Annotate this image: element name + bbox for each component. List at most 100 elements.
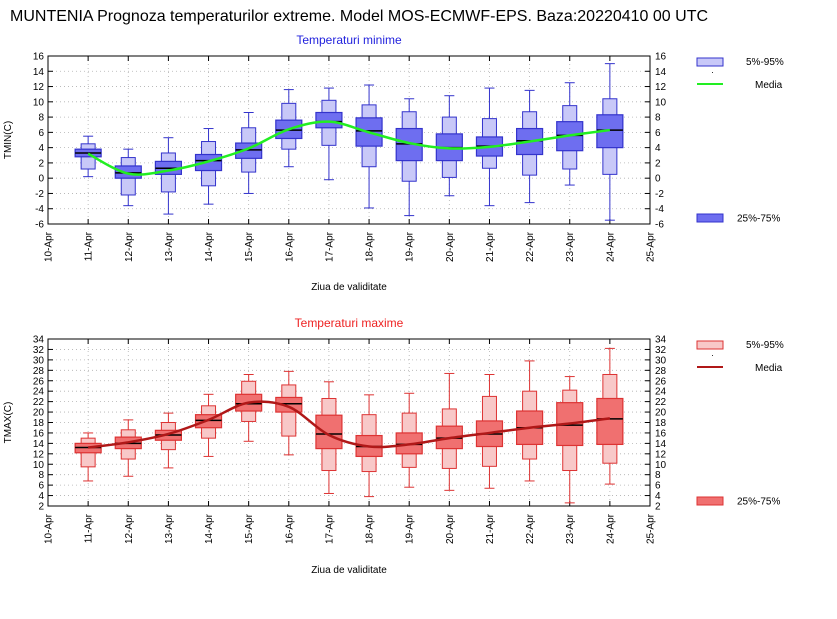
tmin-legend-inner-swatch — [696, 213, 724, 223]
tmax-ytick-label-left: 22 — [33, 397, 45, 408]
tmax-xtick-label: 24-Apr — [605, 513, 616, 544]
tmax-xlabel: Ziua de validitate — [311, 565, 387, 576]
tmin-frame — [47, 55, 651, 225]
tmin-ytick-label-right: 10 — [655, 97, 667, 108]
tmin-ytick-label-right: 16 — [655, 52, 667, 63]
tmax-xtick-label: 11-Apr — [84, 513, 95, 543]
tmin-title: Temperaturi minime — [296, 33, 402, 47]
tmax-box-25-75 — [596, 397, 624, 446]
tmax-xtick-label: 22-Apr — [525, 513, 536, 544]
tmax-ytick-label-right: 32 — [655, 345, 667, 356]
tmax-ytick-label-left: 32 — [33, 345, 45, 356]
tmax-ytick-label-left: 24 — [33, 387, 45, 398]
tmin-ylabel: TMIN(C) — [3, 121, 14, 159]
tmin-ytick-label-right: 0 — [655, 174, 661, 185]
tmin-xtick-label: 25-Apr — [646, 231, 657, 262]
tmin-legend-mean-label: Media — [755, 80, 783, 91]
tmax-ytick-label-left: 8 — [38, 470, 44, 481]
tmax-xtick-label: 12-Apr — [124, 513, 135, 544]
tmax-ytick-label-left: 10 — [33, 460, 45, 471]
tmax-xtick-label: 21-Apr — [485, 513, 496, 544]
tmax-xtick-label: 13-Apr — [164, 513, 175, 544]
tmax-ytick-label-right: 24 — [655, 387, 667, 398]
tmax-ytick-label-left: 30 — [33, 355, 45, 366]
tmin-box-25-75 — [315, 111, 343, 129]
tmin-xtick-label: 24-Apr — [605, 231, 616, 262]
tmax-xtick-label: 14-Apr — [204, 513, 215, 544]
tmin-ytick-label-right: 2 — [655, 158, 661, 169]
tmin-xtick-label: 18-Apr — [365, 231, 376, 262]
tmin-xtick-label: 23-Apr — [565, 231, 576, 262]
figure-title: MUNTENIA Prognoza temperaturilor extreme… — [10, 8, 709, 25]
tmin-ytick-label-right: -4 — [655, 204, 664, 215]
tmin-ytick-label-left: -6 — [35, 220, 44, 231]
tmax-ytick-label-right: 20 — [655, 408, 667, 419]
tmin-xtick-label: 22-Apr — [525, 231, 536, 262]
tmin-ytick-label-left: 8 — [38, 113, 44, 124]
tmax-ylabel: TMAX(C) — [3, 402, 14, 444]
tmin-ytick-label-left: 12 — [33, 82, 45, 93]
tmin-xtick-label: 13-Apr — [164, 231, 175, 262]
tmin-legend-dot — [712, 72, 713, 73]
tmin-legend-outer-swatch — [696, 57, 724, 67]
tmin-legend-outer-label: 5%-95% — [746, 57, 784, 68]
tmin-ytick-label-right: -6 — [655, 220, 664, 231]
tmin-ytick-label-left: 0 — [38, 174, 44, 185]
tmax-ytick-label-left: 16 — [33, 428, 45, 439]
tmax-legend-outer-label: 5%-95% — [746, 340, 784, 351]
tmax-ytick-label-left: 12 — [33, 449, 45, 460]
tmax-ytick-label-right: 12 — [655, 449, 667, 460]
tmax-ytick-label-right: 8 — [655, 470, 661, 481]
tmin-ytick-label-right: 4 — [655, 143, 661, 154]
tmax-legend-outer-swatch — [696, 340, 724, 350]
tmax-ytick-label-left: 14 — [33, 439, 45, 450]
tmax-ytick-label-right: 22 — [655, 397, 667, 408]
tmax-legend-dot — [712, 355, 713, 356]
tmin-xtick-label: 21-Apr — [485, 231, 496, 262]
tmin-xtick-label: 19-Apr — [405, 231, 416, 262]
tmax-legend-inner-swatch — [696, 496, 724, 506]
tmax-legend-inner-label: 25%-75% — [737, 497, 780, 508]
tmax-ytick-label-right: 26 — [655, 376, 667, 387]
tmin-xtick-label: 12-Apr — [124, 231, 135, 262]
tmax-ytick-label-right: 10 — [655, 460, 667, 471]
tmin-xtick-label: 17-Apr — [324, 231, 335, 262]
tmax-ytick-label-left: 20 — [33, 408, 45, 419]
tmin-ytick-label-left: 4 — [38, 143, 44, 154]
tmax-mean-line — [87, 400, 611, 449]
tmin-ytick-label-left: 10 — [33, 97, 45, 108]
tmin-ytick-label-right: 12 — [655, 82, 667, 93]
tmax-xtick-label: 18-Apr — [365, 513, 376, 544]
tmax-xtick-label: 16-Apr — [284, 513, 295, 544]
tmin-xtick-label: 20-Apr — [445, 231, 456, 262]
tmin-ytick-label-left: -4 — [35, 204, 44, 215]
tmax-xtick-label: 25-Apr — [646, 513, 657, 544]
tmin-xtick-label: 10-Apr — [44, 231, 55, 262]
tmax-box-25-75 — [275, 396, 303, 413]
tmin-box-25-75 — [114, 165, 142, 179]
tmin-xlabel: Ziua de validitate — [311, 282, 387, 293]
tmax-xtick-label: 19-Apr — [405, 513, 416, 544]
tmin-mean-line — [87, 120, 611, 176]
tmax-box-25-75 — [315, 414, 343, 450]
tmin-ytick-label-left: 2 — [38, 158, 44, 169]
tmin-ytick-label-right: 8 — [655, 113, 661, 124]
tmax-ytick-label-right: 30 — [655, 355, 667, 366]
tmax-xtick-label: 20-Apr — [445, 513, 456, 544]
tmin-xtick-label: 15-Apr — [244, 231, 255, 262]
tmax-ytick-label-right: 16 — [655, 428, 667, 439]
tmin-xtick-label: 16-Apr — [284, 231, 295, 262]
tmax-ytick-label-left: 18 — [33, 418, 45, 429]
tmin-xtick-label: 11-Apr — [84, 231, 95, 261]
tmax-title: Temperaturi maxime — [295, 316, 404, 330]
tmin-ytick-label-left: 16 — [33, 52, 45, 63]
tmin-ytick-label-left: -2 — [35, 189, 44, 200]
tmax-ytick-label-right: 14 — [655, 439, 667, 450]
tmax-ytick-label-left: 6 — [38, 481, 44, 492]
tmax-ytick-label-left: 4 — [38, 491, 44, 502]
tmax-xtick-label: 23-Apr — [565, 513, 576, 544]
tmax-ytick-label-left: 34 — [33, 335, 45, 346]
tmax-xtick-label: 17-Apr — [324, 513, 335, 544]
tmax-xtick-label: 10-Apr — [44, 513, 55, 544]
